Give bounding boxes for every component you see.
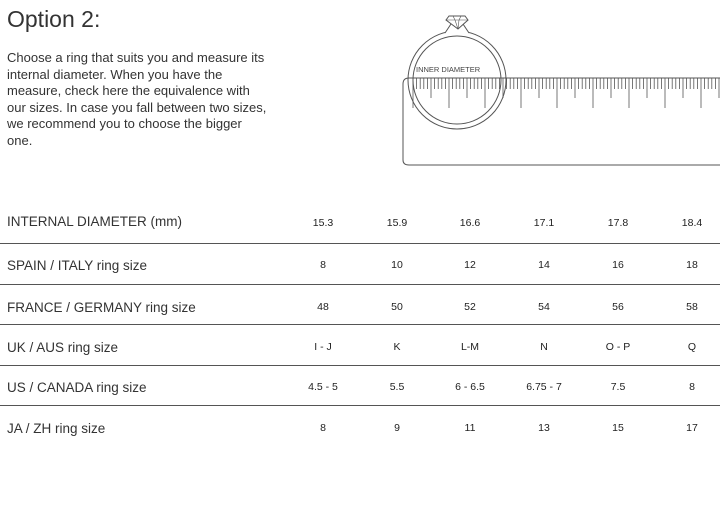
- table-cell: 16: [612, 259, 624, 271]
- table-cell: 56: [612, 301, 624, 313]
- table-row: FRANCE / GERMANY ring size 48 50 52 54 56 58: [0, 287, 720, 328]
- table-cell: K: [393, 341, 401, 353]
- row-label: UK / AUS ring size: [7, 340, 119, 355]
- table-cell: 48: [317, 301, 329, 313]
- table-cell: 4.5 - 5: [308, 381, 338, 393]
- intro-text: Choose a ring that suits you and measure…: [7, 50, 267, 148]
- ring-icon: [407, 15, 507, 130]
- table-cell: 5.5: [389, 381, 405, 393]
- table-cell: 17.8: [607, 217, 629, 229]
- table-cell: 16.6: [459, 217, 481, 229]
- table-cell: 54: [538, 301, 550, 313]
- row-divider: [0, 365, 720, 366]
- table-cell: 18: [686, 259, 698, 271]
- table-cell: 17: [686, 422, 698, 434]
- table-cell: 9: [394, 422, 400, 434]
- inner-diameter-label: INNER DIAMETER: [416, 65, 481, 74]
- table-cell: 15.9: [386, 217, 408, 229]
- row-divider: [0, 324, 720, 325]
- ruler-icon: [402, 77, 720, 166]
- table-cell: L-M: [460, 341, 480, 353]
- table-cell: 8: [320, 259, 326, 271]
- table-cell: 58: [686, 301, 698, 313]
- table-cell: 6 - 6.5: [455, 381, 485, 393]
- table-cell: 10: [391, 259, 403, 271]
- table-cell: 52: [464, 301, 476, 313]
- row-divider: [0, 243, 720, 244]
- row-label: JA / ZH ring size: [7, 421, 106, 436]
- table-cell: I - J: [314, 341, 332, 353]
- table-cell: O - P: [605, 341, 631, 353]
- table-cell: 15.3: [312, 217, 334, 229]
- row-label: US / CANADA ring size: [7, 380, 147, 395]
- row-divider: [0, 405, 720, 406]
- row-label: SPAIN / ITALY ring size: [7, 258, 148, 273]
- table-row: UK / AUS ring size I - J K L-M N O - P Q: [0, 327, 720, 368]
- row-divider: [0, 284, 720, 285]
- table-cell: N: [540, 341, 548, 353]
- table-row: SPAIN / ITALY ring size 8 10 12 14 16 18: [0, 245, 720, 286]
- table-cell: 6.75 - 7: [526, 381, 562, 393]
- row-label: INTERNAL DIAMETER (mm): [7, 214, 182, 229]
- table-row: US / CANADA ring size 4.5 - 5 5.5 6 - 6.5 6.…: [0, 367, 720, 408]
- table-row: INTERNAL DIAMETER (mm) 15.3 15.9 16.6 17.1 17…: [0, 203, 720, 244]
- table-row: JA / ZH ring size 8 9 11 13 15 17: [0, 408, 720, 449]
- table-cell: Q: [687, 341, 697, 353]
- table-cell: 13: [538, 422, 550, 434]
- table-cell: 11: [464, 422, 476, 434]
- table-cell: 17.1: [533, 217, 555, 229]
- ring-ruler-illustration: INNER DIAMETER: [402, 15, 720, 166]
- table-cell: 8: [689, 381, 695, 393]
- table-cell: 15: [612, 422, 624, 434]
- table-cell: 18.4: [681, 217, 703, 229]
- row-label: FRANCE / GERMANY ring size: [7, 300, 196, 315]
- table-cell: 14: [538, 259, 550, 271]
- page-title: Option 2:: [7, 6, 101, 32]
- table-cell: 50: [391, 301, 403, 313]
- table-cell: 8: [320, 422, 326, 434]
- table-cell: 7.5: [610, 381, 626, 393]
- table-cell: 12: [464, 259, 476, 271]
